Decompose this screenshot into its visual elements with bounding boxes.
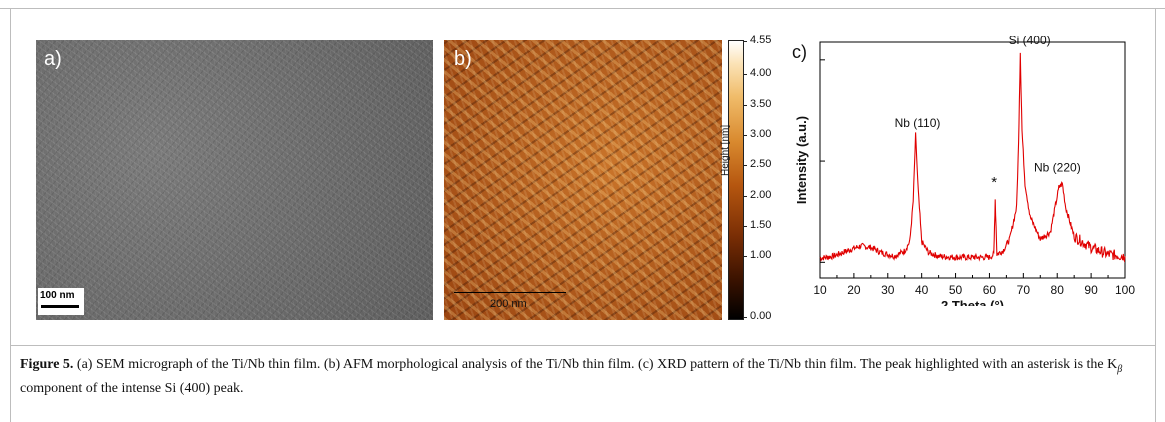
colorbar-tick-label: 3.50 xyxy=(750,97,772,110)
xrd-x-tick-label: 30 xyxy=(881,283,895,297)
colorbar-tick-mark xyxy=(744,165,747,167)
page-frame-top xyxy=(0,8,1165,9)
colorbar-tick-label: 1.50 xyxy=(750,219,772,231)
panel-c-label: c) xyxy=(792,42,807,62)
xrd-y-axis-label: Intensity (a.u.) xyxy=(794,116,809,204)
xrd-peak-annotation: Nb (220) xyxy=(1034,161,1081,175)
sem-scale-bar-label: 100 nm xyxy=(40,290,75,301)
page-frame-right xyxy=(1155,8,1156,422)
colorbar-tick-mark xyxy=(744,74,747,76)
caption-figure-label: Figure 5. xyxy=(20,357,74,372)
xrd-x-tick-label: 100 xyxy=(1115,283,1135,297)
colorbar-tick-mark xyxy=(744,195,747,197)
colorbar-tick-mark xyxy=(744,256,747,258)
sem-scale-bar-line xyxy=(41,305,79,308)
caption-separator xyxy=(10,345,1156,346)
page-frame-left xyxy=(10,8,11,422)
xrd-peak-annotation: * xyxy=(991,174,997,191)
xrd-x-tick-label: 10 xyxy=(813,283,827,297)
xrd-peak-annotation: Nb (110) xyxy=(895,116,941,130)
colorbar-tick-label: 4.55 xyxy=(750,34,772,46)
figure-caption: Figure 5. (a) SEM micrograph of the Ti/N… xyxy=(20,355,1145,398)
colorbar-tick-label: 3.00 xyxy=(750,128,772,141)
xrd-x-axis-label: 2 Theta (°) xyxy=(941,298,1004,306)
xrd-x-tick-label: 90 xyxy=(1084,283,1098,297)
xrd-chart: c) 10 20 30 40 50 60 70 80 90 100 Nb (110) Si (400) *… xyxy=(792,36,1135,306)
sem-micrograph-image: a) 100 nm xyxy=(36,40,433,320)
colorbar-title: Height [nm] xyxy=(720,124,731,176)
xrd-x-tick-label: 60 xyxy=(983,283,997,297)
panel-a-label: a) xyxy=(44,48,62,70)
colorbar-tick-mark xyxy=(744,41,747,42)
xrd-peak-annotation: Si (400) xyxy=(1009,36,1051,47)
colorbar-tick-mark xyxy=(744,317,747,318)
colorbar-tick-mark xyxy=(744,104,747,106)
colorbar-tick-label: 1.00 xyxy=(750,249,772,262)
caption-subscript: β xyxy=(1117,363,1123,375)
afm-height-map-image: b) 200 nm xyxy=(444,40,722,320)
colorbar-tick-label: 4.00 xyxy=(750,67,772,80)
colorbar-tick-mark xyxy=(744,226,747,227)
afm-scale-bar-label: 200 nm xyxy=(490,298,527,310)
xrd-x-tick-label: 80 xyxy=(1051,283,1065,297)
afm-scale-bar-line xyxy=(454,292,566,293)
colorbar-tick-label: 0.00 xyxy=(750,310,772,322)
panel-b-label: b) xyxy=(454,48,472,70)
afm-height-colorbar xyxy=(728,40,744,320)
xrd-x-tick-label: 40 xyxy=(915,283,929,297)
caption-text-2: component of the intense Si (400) peak. xyxy=(20,380,244,396)
caption-text-1: (a) SEM micrograph of the Ti/Nb thin fil… xyxy=(73,357,1118,372)
sem-scale-bar: 100 nm xyxy=(38,288,84,315)
xrd-pattern-line xyxy=(819,52,1126,263)
colorbar-tick-label: 2.50 xyxy=(750,158,772,171)
xrd-x-tick-label: 50 xyxy=(949,283,963,297)
colorbar-tick-label: 2.00 xyxy=(750,188,772,201)
colorbar-tick-mark xyxy=(744,135,747,137)
xrd-x-tick-label: 20 xyxy=(847,283,861,297)
xrd-x-tick-label: 70 xyxy=(1017,283,1031,297)
